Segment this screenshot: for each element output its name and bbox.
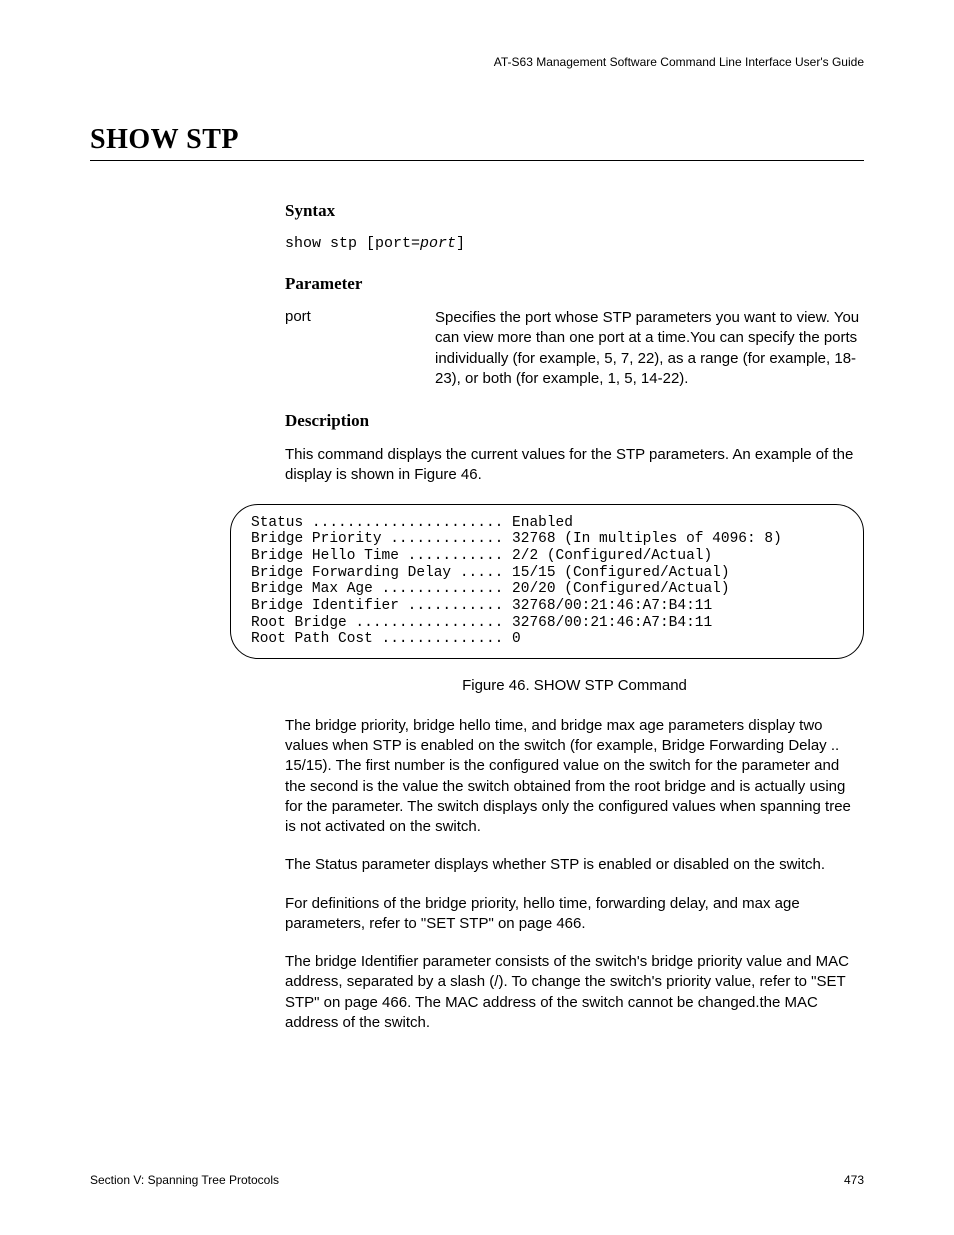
syntax-prefix: show stp [port= (285, 235, 420, 252)
parameter-heading: Parameter (285, 274, 864, 294)
description-heading: Description (285, 411, 864, 431)
content-column: Syntax show stp [port=port] Parameter po… (285, 201, 864, 486)
footer-page: 473 (844, 1173, 864, 1187)
figure-caption: Figure 46. SHOW STP Command (285, 677, 864, 694)
syntax-line: show stp [port=port] (285, 235, 864, 252)
figure-wrap: Status ...................... Enabled Br… (230, 504, 864, 659)
figure-box: Status ...................... Enabled Br… (230, 504, 864, 659)
page-title: SHOW STP (90, 124, 239, 155)
syntax-param: port (420, 235, 456, 252)
footer-section: Section V: Spanning Tree Protocols (90, 1173, 279, 1187)
description-intro: This command displays the current values… (285, 445, 864, 486)
body-p1: The bridge priority, bridge hello time, … (285, 716, 864, 838)
body-p2: The Status parameter displays whether ST… (285, 855, 864, 875)
syntax-heading: Syntax (285, 201, 864, 221)
body-p3: For definitions of the bridge priority, … (285, 894, 864, 935)
content-column-2: Figure 46. SHOW STP Command The bridge p… (285, 677, 864, 1033)
syntax-suffix: ] (456, 235, 465, 252)
parameter-row: port Specifies the port whose STP parame… (285, 308, 864, 389)
header-guide-title: AT-S63 Management Software Command Line … (90, 55, 864, 69)
parameter-desc: Specifies the port whose STP parameters … (435, 308, 864, 389)
body-p4: The bridge Identifier parameter consists… (285, 952, 864, 1033)
title-block: SHOW STP (90, 124, 864, 161)
footer: Section V: Spanning Tree Protocols 473 (90, 1173, 864, 1187)
parameter-name: port (285, 308, 435, 389)
